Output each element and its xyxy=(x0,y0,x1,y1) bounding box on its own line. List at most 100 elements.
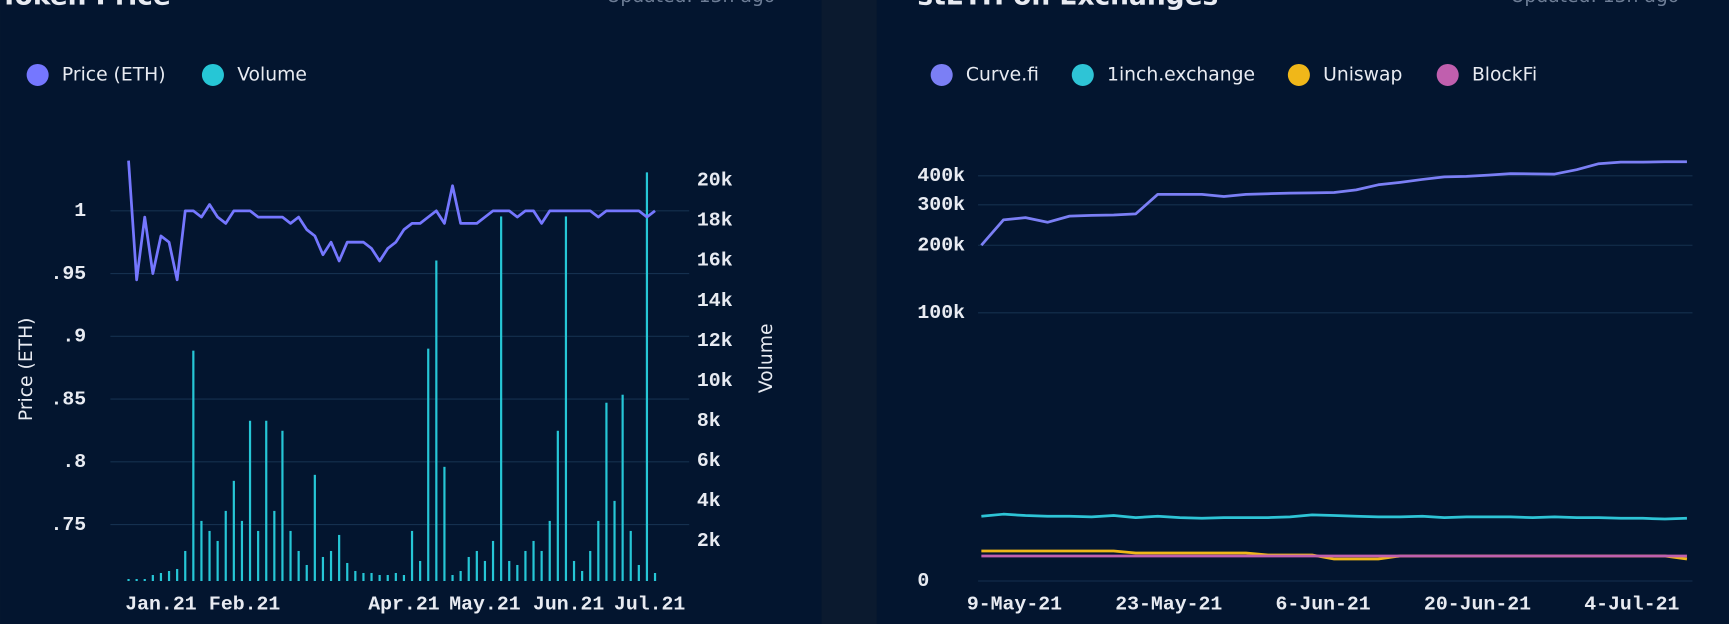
y-tick-label: .9 xyxy=(62,325,86,348)
volume-bar xyxy=(224,510,227,582)
y-axis-title: Price (ETH) xyxy=(16,318,37,422)
volume-bar xyxy=(564,216,568,582)
updated-label: Updated: 13h ago xyxy=(607,0,776,7)
x-tick-label: Feb.21 xyxy=(209,592,280,615)
volume-bar xyxy=(516,564,519,582)
volume-bar xyxy=(346,562,349,582)
volume-bar xyxy=(313,474,316,582)
series-line xyxy=(127,160,656,282)
volume-bar xyxy=(362,572,365,582)
x-tick-label: Jul.21 xyxy=(614,592,685,615)
volume-bar xyxy=(273,510,276,582)
y2-tick-label: 14k xyxy=(697,289,733,312)
y2-tick-label: 6k xyxy=(697,449,721,472)
volume-bar xyxy=(208,530,211,582)
volume-bar xyxy=(200,520,203,582)
volume-bar xyxy=(491,540,495,582)
volume-bar xyxy=(532,540,535,582)
legend-marker xyxy=(1071,63,1094,86)
y-tick-label: .85 xyxy=(50,387,86,410)
volume-bar xyxy=(500,216,503,582)
series-line xyxy=(981,512,1687,521)
y2-tick-label: 18k xyxy=(697,209,733,232)
volume-bar xyxy=(467,556,470,582)
x-tick-label: Jan.21 xyxy=(125,592,196,615)
y-tick-label: .8 xyxy=(62,450,86,473)
y-tick-label: 400k xyxy=(917,164,965,187)
x-tick-label: 20-Jun-21 xyxy=(1424,592,1531,615)
volume-bar xyxy=(621,394,624,582)
legend-label: Curve.fi xyxy=(966,64,1039,85)
volume-bar xyxy=(354,570,357,582)
y2-tick-label: 16k xyxy=(697,249,733,272)
x-tick-label: 23-May-21 xyxy=(1115,592,1222,615)
y2-tick-label: 2k xyxy=(697,529,721,552)
volume-bar xyxy=(281,430,284,582)
volume-bar xyxy=(329,550,333,582)
volume-bar xyxy=(240,520,244,582)
volume-bar xyxy=(581,570,584,582)
volume-bar xyxy=(167,570,171,582)
y2-tick-label: 8k xyxy=(697,409,721,432)
panel xyxy=(876,0,1729,624)
legend-label: Price (ETH) xyxy=(62,64,166,85)
y2-tick-label: 12k xyxy=(697,329,733,352)
volume-bar xyxy=(548,520,551,582)
volume-bar xyxy=(402,574,406,582)
volume-bar xyxy=(216,540,219,582)
x-tick-label: May.21 xyxy=(449,592,520,615)
y-tick-label: .75 xyxy=(50,513,86,536)
volume-bar xyxy=(451,574,454,582)
volume-bar xyxy=(475,550,478,582)
legend-label: 1inch.exchange xyxy=(1107,64,1255,85)
chart-title: Token Price xyxy=(0,0,171,11)
volume-bar xyxy=(151,574,154,582)
x-tick-label: 6-Jun-21 xyxy=(1276,592,1371,615)
volume-bar xyxy=(589,550,592,582)
volume-bar xyxy=(508,560,511,582)
y-tick-label: 300k xyxy=(917,193,965,216)
volume-bar xyxy=(232,480,235,582)
volume-bar xyxy=(159,572,163,582)
volume-bar xyxy=(572,560,576,582)
volume-bar xyxy=(597,520,600,582)
legend-marker xyxy=(26,63,49,86)
volume-bar xyxy=(248,420,252,582)
volume-bar xyxy=(443,466,446,582)
x-tick-label: 4-Jul-21 xyxy=(1584,592,1679,615)
volume-bar xyxy=(629,530,632,582)
updated-label: Updated: 13h ago xyxy=(1511,0,1680,7)
legend-marker xyxy=(1436,63,1459,86)
y2-tick-label: 20k xyxy=(697,169,733,192)
y2-tick-label: 10k xyxy=(697,369,733,392)
volume-bar xyxy=(605,402,608,582)
volume-bar xyxy=(143,579,146,582)
volume-bar xyxy=(653,572,657,582)
volume-bar xyxy=(459,570,462,582)
volume-bar xyxy=(192,350,195,582)
volume-bar xyxy=(556,430,559,582)
y2-tick-label: 4k xyxy=(697,489,721,512)
legend-label: Volume xyxy=(237,64,307,85)
legend-marker xyxy=(201,63,224,86)
volume-bar xyxy=(305,564,308,582)
legend-label: BlockFi xyxy=(1472,64,1537,85)
y-tick-label: 0 xyxy=(917,569,929,592)
volume-bar xyxy=(386,574,389,582)
x-tick-label: Apr.21 xyxy=(368,592,439,615)
volume-bar xyxy=(265,420,268,582)
panel xyxy=(0,0,822,624)
volume-bar xyxy=(338,534,341,582)
volume-bar xyxy=(435,260,438,582)
volume-bar xyxy=(321,556,325,582)
x-tick-label: 9-May-21 xyxy=(967,592,1062,615)
volume-bar xyxy=(419,560,422,582)
volume-bar xyxy=(394,572,397,582)
y-tick-label: 1 xyxy=(74,199,86,222)
volume-bar xyxy=(410,530,414,582)
volume-bar xyxy=(370,572,373,582)
volume-bar xyxy=(540,550,543,582)
volume-bar xyxy=(613,500,616,582)
chart-title: stETH on Exchanges xyxy=(917,0,1218,11)
